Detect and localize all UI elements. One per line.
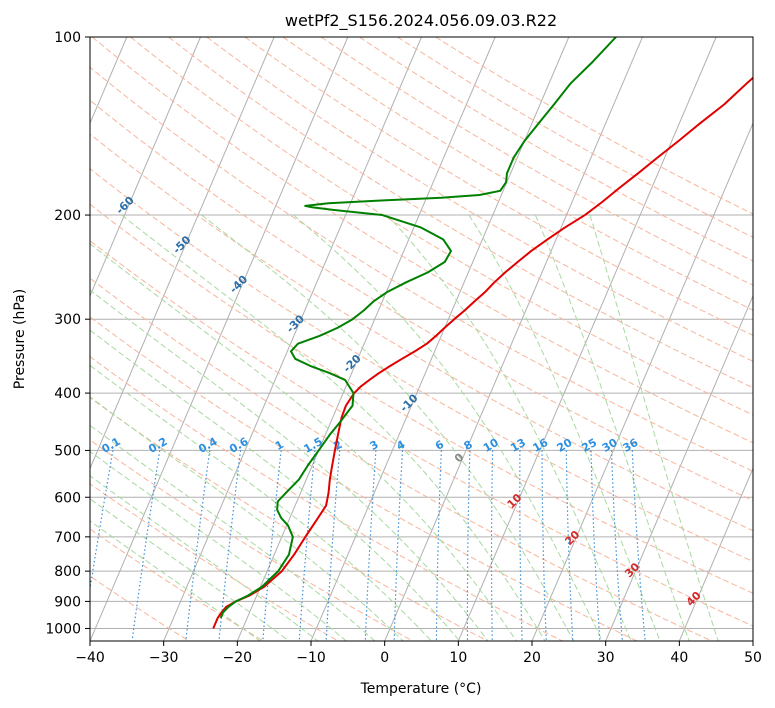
- moist-adiabat-line: [90, 243, 517, 641]
- mixing-ratio-line: [185, 450, 211, 641]
- moist-adiabat-line: [534, 214, 690, 641]
- y-tick-label: 800: [54, 564, 81, 580]
- y-tick-label: 100: [54, 30, 81, 46]
- isotherm-line: [457, 37, 717, 641]
- temperature-profile-line: [212, 76, 753, 629]
- isotherm-line: [236, 37, 496, 641]
- chart-title: wetPf2_S156.2024.056.09.03.R22: [285, 11, 557, 31]
- x-tick-label: 10: [449, 650, 467, 666]
- isotherm-line: [90, 37, 275, 470]
- dewpoint-profile-line: [219, 37, 617, 619]
- y-tick-label: 500: [54, 443, 81, 459]
- moist-adiabat-line: [121, 214, 546, 641]
- mixing-ratio-line: [218, 450, 242, 641]
- y-tick-label: 200: [54, 208, 81, 224]
- background-lines: [90, 37, 753, 641]
- dry-adiabat-line: [90, 277, 712, 641]
- x-tick-label: −40: [75, 650, 105, 666]
- dry-adiabat-line: [90, 66, 753, 472]
- x-axis-label: Temperature (°C): [360, 681, 482, 697]
- mixing-ratio-line: [131, 450, 161, 641]
- dry-adiabat-line: [168, 37, 753, 389]
- dry-adiabat-line: [282, 37, 753, 311]
- dry-adiabat-line: [90, 397, 488, 641]
- y-tick-label: 300: [54, 312, 81, 328]
- y-tick-label: 700: [54, 530, 81, 546]
- profile-series: [212, 37, 753, 629]
- moist-adiabat-line: [90, 475, 319, 641]
- axes: −40 −30 −20 −10 0 10 20 30 40 50 100 200 300 400 500 60…: [45, 30, 762, 666]
- moist-adiabat-line: [90, 498, 290, 641]
- isotherm-line: [90, 37, 349, 641]
- y-axis-label: Pressure (hPa): [12, 289, 28, 389]
- dry-adiabat-line: [91, 37, 753, 444]
- plot-frame: [89, 36, 754, 642]
- moist-adiabat-line: [90, 364, 432, 641]
- isotherm-line: [531, 122, 753, 641]
- x-tick-label: −20: [223, 650, 253, 666]
- moist-adiabat-line: [386, 214, 632, 641]
- isotherm-line: [678, 467, 753, 641]
- x-tick-label: 30: [597, 650, 615, 666]
- isotherm-line: [163, 37, 422, 641]
- moist-adiabat-line: [468, 214, 661, 641]
- y-tick-label: 900: [54, 594, 81, 610]
- dry-adiabat-line: [435, 37, 753, 215]
- x-tick-label: 40: [670, 650, 688, 666]
- isotherm-line: [605, 294, 753, 641]
- x-tick-label: 50: [744, 650, 762, 666]
- dry-adiabat-line: [90, 133, 753, 532]
- moist-adiabat-line: [201, 214, 575, 641]
- y-tick-label: 400: [54, 386, 81, 402]
- moist-adiabat-line: [90, 424, 376, 641]
- x-tick-label: −10: [296, 650, 326, 666]
- moist-adiabat-line: [293, 214, 603, 641]
- plot-area: [90, 37, 753, 641]
- moist-adiabat-line: [90, 329, 461, 641]
- dry-adiabat-line: [206, 37, 753, 362]
- isotherm-line: [384, 37, 643, 641]
- dry-adiabat-line: [90, 528, 264, 641]
- x-tick-label: −30: [149, 650, 179, 666]
- dry-adiabat-line: [130, 37, 753, 416]
- moist-adiabat-line: [90, 396, 404, 641]
- y-tick-label: 1000: [45, 621, 81, 637]
- dry-adiabat-line: [397, 37, 753, 238]
- dry-adiabat-line: [359, 37, 753, 262]
- moist-adiabat-line: [90, 289, 489, 641]
- mixing-ratio-line: [90, 450, 114, 593]
- dry-adiabat-line: [90, 240, 753, 627]
- dry-adiabat-line: [90, 99, 753, 502]
- x-tick-label: 20: [523, 650, 541, 666]
- dry-adiabat-line: [90, 483, 339, 641]
- dry-adiabat-line: [90, 356, 563, 641]
- x-tick-label: 0: [380, 650, 389, 666]
- moist-adiabat-line: [589, 214, 719, 641]
- y-tick-label: 600: [54, 490, 81, 506]
- dry-adiabat-line: [90, 168, 753, 563]
- isotherm-line: [310, 37, 570, 641]
- isotherm-line: [90, 37, 201, 298]
